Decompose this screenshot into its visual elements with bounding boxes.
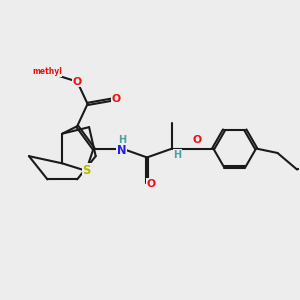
Text: N: N: [117, 143, 127, 157]
Text: O: O: [193, 135, 202, 145]
Text: S: S: [82, 164, 91, 177]
Text: O: O: [147, 179, 156, 189]
Text: methyl: methyl: [32, 67, 62, 76]
Text: H: H: [174, 150, 182, 160]
Text: H: H: [118, 135, 126, 145]
Text: O: O: [73, 76, 82, 87]
Text: O: O: [112, 94, 121, 104]
